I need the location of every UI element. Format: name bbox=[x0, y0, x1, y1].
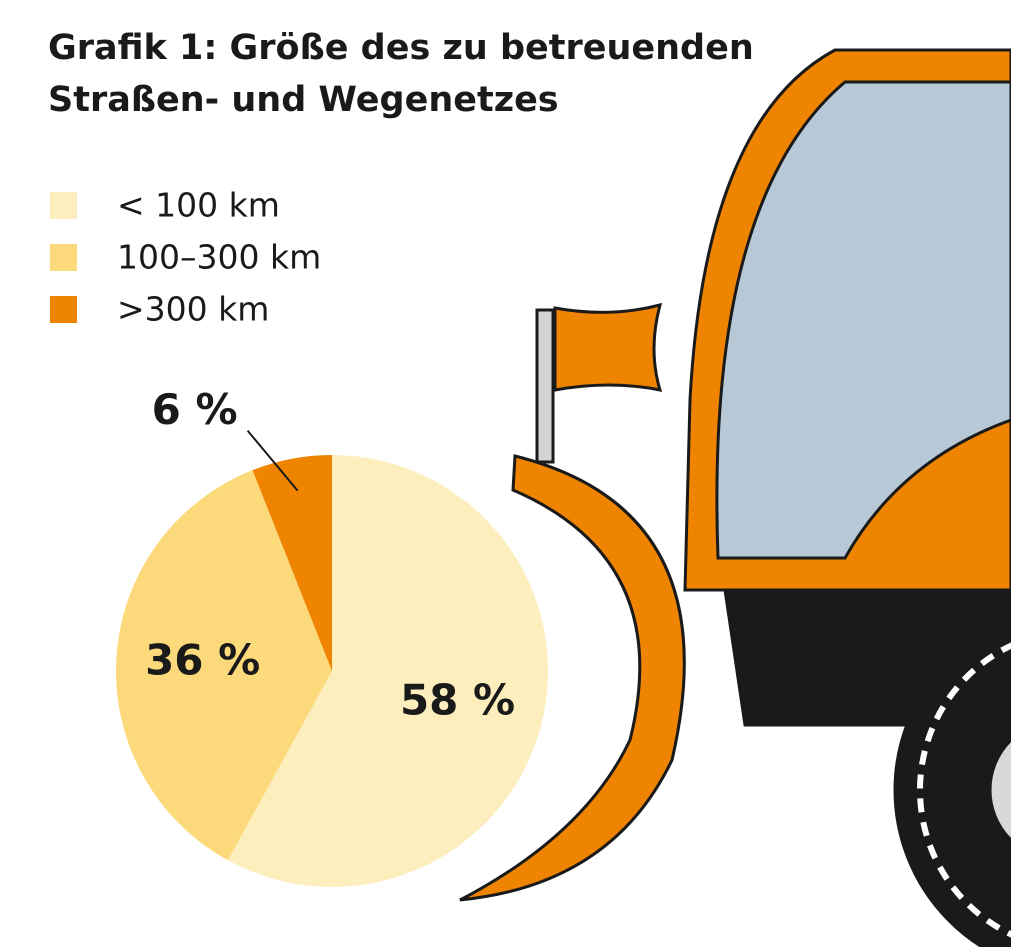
chart-title: Grafik 1: Größe des zu betreuenden Straß… bbox=[48, 28, 754, 120]
legend-swatch bbox=[50, 296, 77, 323]
legend-swatch bbox=[50, 244, 77, 271]
legend: < 100 km 100–300 km >300 km bbox=[50, 186, 321, 329]
pie-slice bbox=[227, 455, 549, 887]
value-label: 6 % bbox=[152, 385, 238, 434]
pie-slice bbox=[252, 455, 332, 671]
legend-swatch bbox=[50, 192, 77, 219]
pie: 58 % 36 % 6 % bbox=[116, 385, 549, 887]
legend-label: 100–300 km bbox=[117, 238, 321, 277]
value-label: 36 % bbox=[145, 635, 260, 684]
pie-slice bbox=[116, 470, 332, 861]
value-label: 58 % bbox=[400, 676, 515, 725]
vehicle-illustration bbox=[459, 48, 1011, 947]
legend-label: >300 km bbox=[117, 290, 269, 329]
legend-label: < 100 km bbox=[117, 186, 280, 225]
leader-line bbox=[246, 430, 299, 492]
